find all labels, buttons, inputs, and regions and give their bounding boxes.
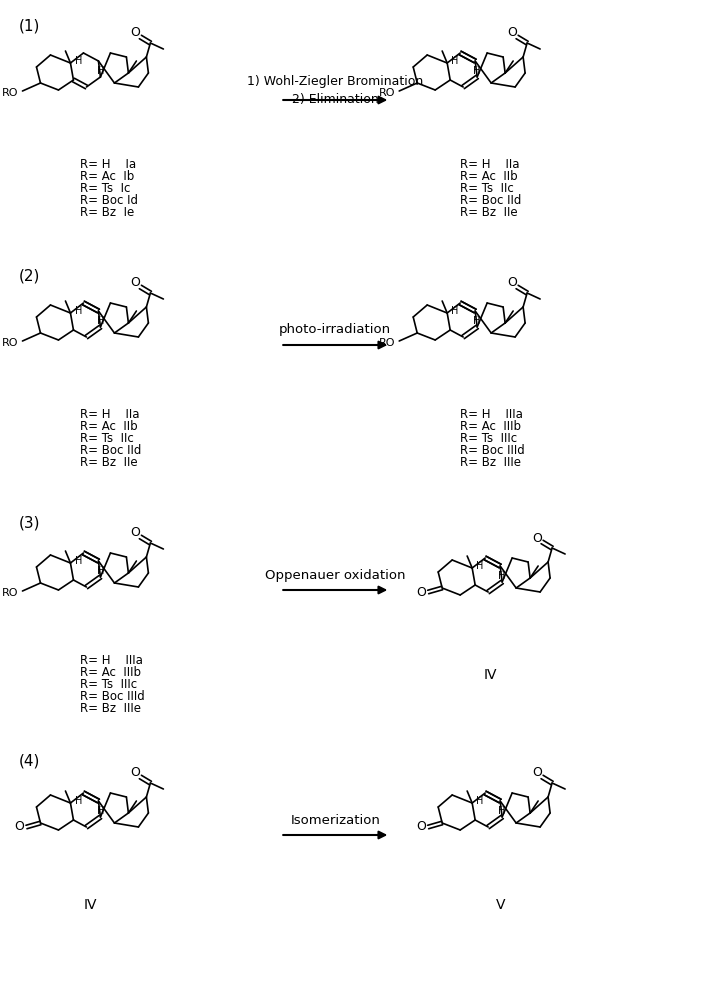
Text: Ḧ: Ḧ <box>97 566 104 576</box>
Text: photo-irradiation: photo-irradiation <box>279 324 391 336</box>
Text: (1): (1) <box>18 18 40 33</box>
Text: Ḧ: Ḧ <box>473 66 481 76</box>
Text: R= H    IIIa: R= H IIIa <box>460 408 523 422</box>
Text: Ḧ: Ḧ <box>498 806 506 816</box>
Text: R= Bz  IIe: R= Bz IIe <box>81 456 138 470</box>
Text: R= Ac  IIb: R= Ac IIb <box>460 170 518 184</box>
Text: O: O <box>130 276 140 290</box>
Text: O: O <box>508 26 517 39</box>
Text: R= Boc Id: R= Boc Id <box>81 194 138 208</box>
Text: Ḧ: Ḧ <box>97 806 104 816</box>
Text: RO: RO <box>2 88 19 98</box>
Text: Isomerization: Isomerization <box>290 814 380 826</box>
Text: R= Ts  IIc: R= Ts IIc <box>81 432 134 446</box>
Text: R= Ts  IIIc: R= Ts IIIc <box>81 678 137 690</box>
Text: O: O <box>416 820 426 834</box>
Text: Ḧ: Ḧ <box>75 556 82 566</box>
Text: O: O <box>15 820 25 834</box>
Text: R= Boc IIId: R= Boc IIId <box>460 444 525 458</box>
Text: R= Bz  IIIe: R= Bz IIIe <box>81 702 142 714</box>
Text: R= Bz  IIIe: R= Bz IIIe <box>460 456 521 470</box>
Text: R= H    IIa: R= H IIa <box>460 158 519 172</box>
Text: Ḧ: Ḧ <box>75 796 82 806</box>
Text: Ḧ: Ḧ <box>477 796 484 806</box>
Text: Ḧ: Ḧ <box>97 66 104 76</box>
Text: RO: RO <box>379 338 395 348</box>
Text: Ḧ: Ḧ <box>75 56 82 66</box>
Text: R= H    Ia: R= H Ia <box>81 158 137 172</box>
Text: O: O <box>130 26 140 39</box>
Text: O: O <box>416 585 426 598</box>
Text: RO: RO <box>2 588 19 598</box>
Text: R= Ac  IIb: R= Ac IIb <box>81 420 138 434</box>
Text: (4): (4) <box>18 754 40 768</box>
Text: R= Ac  IIIb: R= Ac IIIb <box>81 666 142 678</box>
Text: Ḧ: Ḧ <box>451 306 459 316</box>
Text: Ḧ: Ḧ <box>498 571 506 581</box>
Text: R= Boc IId: R= Boc IId <box>460 194 522 208</box>
Text: Ḧ: Ḧ <box>473 316 481 326</box>
Text: O: O <box>532 766 542 780</box>
Text: IV: IV <box>83 898 97 912</box>
Text: R= Boc IIId: R= Boc IIId <box>81 690 145 702</box>
Text: R= H    IIa: R= H IIa <box>81 408 140 422</box>
Text: Ḧ: Ḧ <box>477 561 484 571</box>
Text: R= Bz  Ie: R= Bz Ie <box>81 207 135 220</box>
Text: 1) Wohl-Ziegler Bromination: 1) Wohl-Ziegler Bromination <box>247 76 423 89</box>
Text: RO: RO <box>379 88 395 98</box>
Text: O: O <box>532 532 542 544</box>
Text: O: O <box>130 526 140 540</box>
Text: Ḧ: Ḧ <box>451 56 459 66</box>
Text: Ḧ: Ḧ <box>75 306 82 316</box>
Text: RO: RO <box>2 338 19 348</box>
Text: Ḧ: Ḧ <box>97 316 104 326</box>
Text: O: O <box>508 276 517 290</box>
Text: IV: IV <box>484 668 497 682</box>
Text: Oppenauer oxidation: Oppenauer oxidation <box>265 568 405 582</box>
Text: R= H    IIIa: R= H IIIa <box>81 654 143 666</box>
Text: (2): (2) <box>18 268 40 284</box>
Text: R= Ac  IIIb: R= Ac IIIb <box>460 420 521 434</box>
Text: R= Ts  IIIc: R= Ts IIIc <box>460 432 517 446</box>
Text: R= Ts  Ic: R= Ts Ic <box>81 182 131 196</box>
Text: V: V <box>496 898 505 912</box>
Text: 2) Elimination: 2) Elimination <box>292 94 379 106</box>
Text: (3): (3) <box>18 516 40 530</box>
Text: R= Boc IId: R= Boc IId <box>81 444 142 458</box>
Text: R= Ac  Ib: R= Ac Ib <box>81 170 135 184</box>
Text: O: O <box>130 766 140 780</box>
Text: R= Ts  IIc: R= Ts IIc <box>460 182 514 196</box>
Text: R= Bz  IIe: R= Bz IIe <box>460 207 518 220</box>
